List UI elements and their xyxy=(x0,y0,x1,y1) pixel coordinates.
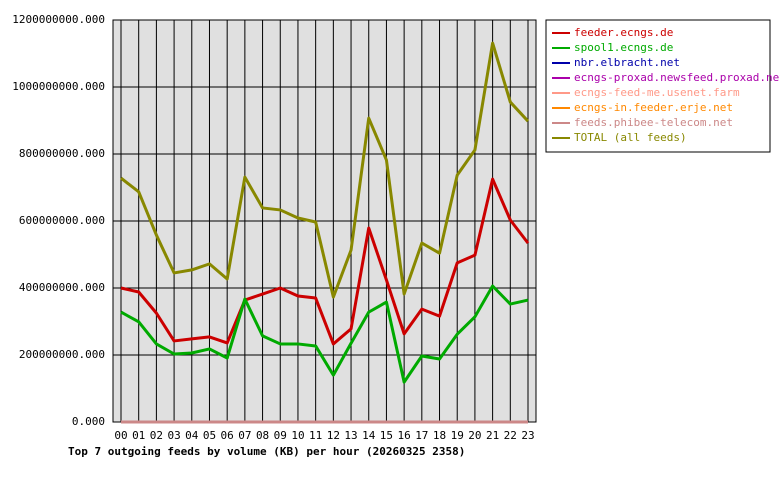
x-tick-label: 13 xyxy=(344,429,357,442)
x-tick-label: 02 xyxy=(150,429,163,442)
x-tick-label: 09 xyxy=(274,429,287,442)
legend-label: ecngs-in.feeder.erje.net xyxy=(574,101,733,114)
x-tick-label: 06 xyxy=(221,429,234,442)
x-tick-label: 05 xyxy=(203,429,216,442)
y-tick-label: 200000000.000 xyxy=(19,348,105,361)
y-tick-label: 800000000.000 xyxy=(19,147,105,160)
legend-label: feeds.phibee-telecom.net xyxy=(574,116,733,129)
y-tick-label: 600000000.000 xyxy=(19,214,105,227)
x-tick-label: 23 xyxy=(521,429,534,442)
y-tick-label: 1200000000.000 xyxy=(12,13,105,26)
legend-box xyxy=(545,19,771,153)
x-tick-label: 07 xyxy=(238,429,251,442)
series-line xyxy=(120,177,530,346)
x-tick-label: 11 xyxy=(309,429,322,442)
x-tick-label: 15 xyxy=(380,429,393,442)
legend-label: ecngs-proxad.newsfeed.proxad.net xyxy=(574,71,780,84)
x-tick-label: 01 xyxy=(132,429,145,442)
x-tick-label: 00 xyxy=(114,429,127,442)
legend-label: TOTAL (all feeds) xyxy=(574,131,687,144)
x-tick-label: 14 xyxy=(362,429,376,442)
x-tick-label: 10 xyxy=(291,429,304,442)
series-line xyxy=(120,284,529,384)
x-tick-label: 16 xyxy=(398,429,411,442)
y-tick-label: 1000000000.000 xyxy=(12,80,105,93)
x-tick-label: 21 xyxy=(486,429,499,442)
x-tick-label: 19 xyxy=(451,429,464,442)
x-tick-label: 22 xyxy=(504,429,517,442)
legend-label: nbr.elbracht.net xyxy=(574,56,680,69)
y-tick-label: 400000000.000 xyxy=(19,281,105,294)
x-tick-label: 18 xyxy=(433,429,446,442)
x-tick-label: 04 xyxy=(185,429,199,442)
x-tick-label: 20 xyxy=(468,429,481,442)
legend-label: feeder.ecngs.de xyxy=(574,26,673,39)
x-tick-label: 08 xyxy=(256,429,269,442)
chart-title: Top 7 outgoing feeds by volume (KB) per … xyxy=(68,445,465,458)
x-tick-label: 12 xyxy=(327,429,340,442)
x-tick-label: 17 xyxy=(415,429,428,442)
x-tick-label: 03 xyxy=(167,429,180,442)
legend-label: spool1.ecngs.de xyxy=(574,41,673,54)
legend-label: ecngs-feed-me.usenet.farm xyxy=(574,86,740,99)
y-tick-label: 0.000 xyxy=(72,415,105,428)
series-line xyxy=(120,41,530,299)
